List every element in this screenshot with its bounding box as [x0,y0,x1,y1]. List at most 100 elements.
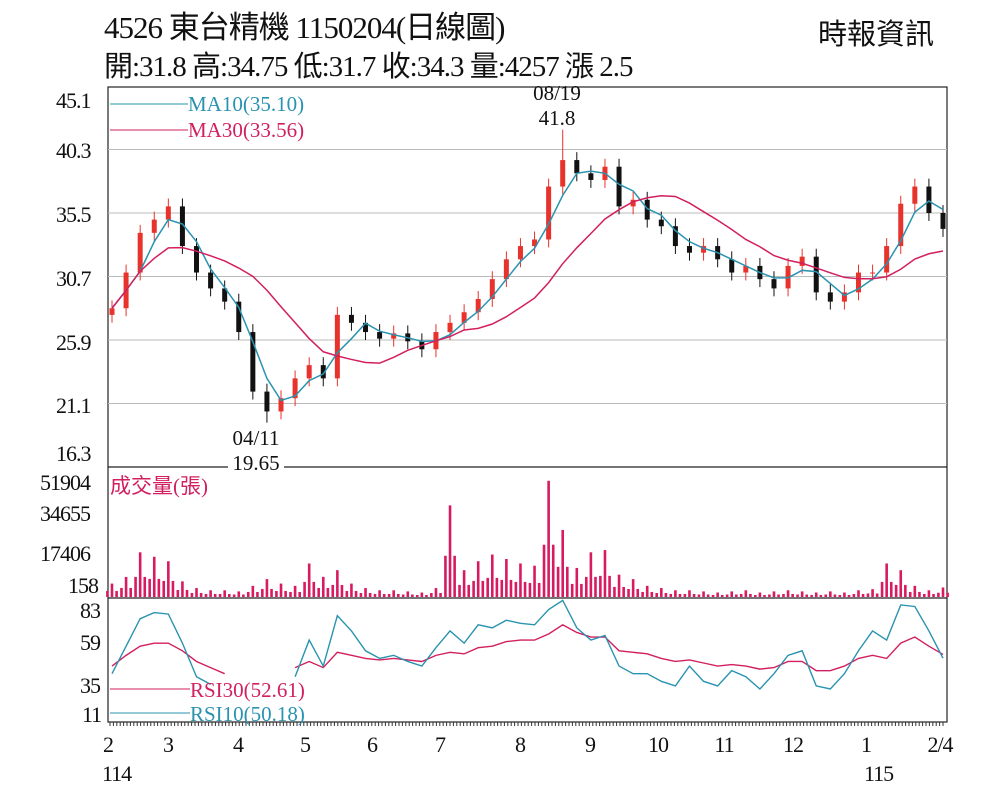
volume-bar [772,591,776,597]
volume-bar [622,586,625,597]
volume-bar [415,594,419,597]
volume-bar [739,593,743,597]
volume-bars [106,480,949,597]
volume-bar [434,588,438,597]
volume-bar [720,594,724,597]
volume-bar [584,576,588,597]
source-label: 時報資訊 [818,18,934,51]
volume-tick: 158 [68,573,99,598]
candle-body [250,332,256,392]
volume-bar [176,589,180,597]
volume-bar [472,580,475,597]
price-tick: 25.9 [56,330,92,355]
volume-bar [481,580,485,597]
volume-bar [448,505,452,597]
volume-bar [664,592,668,597]
candle-body [588,173,594,180]
volume-bar [331,584,335,597]
chart-title: 4526 東台精機 1150204(日線圖) [104,10,505,45]
candle-body [771,279,777,289]
volume-bar [711,594,715,597]
volume-bar [359,592,363,597]
high-date-annotation: 08/19 [533,81,581,105]
volume-tick: 51904 [40,470,91,495]
volume-bar [439,592,442,597]
volume-bar [500,579,504,597]
volume-bar [213,593,217,597]
volume-bar [209,590,212,597]
volume-bar [453,555,456,597]
volume-bar [284,590,287,597]
volume-bar [124,576,128,597]
volume-bar [725,594,729,597]
ma10-legend: MA10(35.10) [188,92,304,116]
volume-tick: 17406 [40,541,91,566]
volume-bar [134,576,137,597]
volume-bar [270,588,273,597]
volume-bar [265,579,269,597]
volume-bar [810,594,813,597]
volume-bar [326,587,330,597]
volume-bar [819,594,823,597]
volume-bar [645,585,649,597]
volume-bar [852,593,856,597]
month-label: 2 [103,732,113,757]
volume-bar [777,594,780,597]
candle-body [898,203,904,247]
volume-bar [782,593,785,597]
volume-bar [791,593,794,597]
volume-bar [242,594,245,597]
volume-bar [519,563,522,597]
candle-body [151,219,157,233]
volume-bar [317,587,320,597]
candle-body [179,206,185,247]
candle-body [306,365,312,379]
volume-bar [908,591,912,597]
x-axis-ticks [109,722,944,726]
candle-body [109,308,115,315]
volume-bar [181,581,184,597]
volume-bar [599,575,602,597]
volume-bar [894,584,898,597]
candle-body [827,292,833,302]
volume-bar [551,544,555,597]
candle-body [447,322,453,333]
candle-body [940,213,946,229]
volume-bar [143,576,147,597]
rsi10-legend: RSI10(50.18) [190,702,305,726]
volume-bar [547,480,550,597]
volume-bar [246,591,250,597]
month-label: 8 [515,732,526,757]
volume-bar [627,588,630,597]
month-label: 10 [648,732,669,757]
year-label-115: 115 [864,761,894,786]
volume-bar [321,576,325,597]
candle-body [222,288,228,302]
volume-bar [735,594,738,597]
volume-bar [406,591,410,597]
volume-bar [692,593,696,597]
volume-bar [923,593,926,597]
volume-bar [195,588,198,597]
volume-bar [749,593,752,597]
candle-body [320,365,326,379]
volume-bar [458,584,461,597]
price-gridlines [108,149,947,404]
volume-bar [307,563,311,597]
candle-body [855,272,861,293]
rsi30-line [111,642,225,675]
chart-frame [107,86,948,723]
month-label: 9 [585,732,596,757]
volume-bar [702,591,705,597]
volume-bar [495,577,499,597]
volume-bar [904,584,907,597]
volume-bar [885,563,888,597]
volume-bar [218,593,222,597]
volume-bar [556,566,560,597]
volume-bar [753,594,757,597]
volume-bar [505,559,508,597]
price-tick: 45.1 [56,88,91,113]
volume-bar [340,584,344,597]
candle-body [461,312,467,323]
